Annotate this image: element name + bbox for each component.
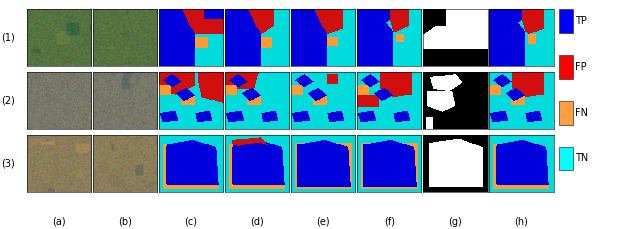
Text: TP: TP	[575, 16, 588, 26]
Text: (h): (h)	[515, 217, 529, 227]
Text: (1): (1)	[1, 33, 14, 43]
Text: (a): (a)	[52, 217, 66, 227]
Text: (b): (b)	[118, 217, 132, 227]
Text: (d): (d)	[250, 217, 264, 227]
Text: (f): (f)	[384, 217, 395, 227]
Text: (g): (g)	[449, 217, 462, 227]
Text: TN: TN	[575, 153, 589, 164]
Text: (c): (c)	[184, 217, 198, 227]
Text: (2): (2)	[1, 96, 15, 106]
Text: (3): (3)	[1, 159, 14, 169]
Text: (e): (e)	[316, 217, 330, 227]
Text: FN: FN	[575, 108, 588, 118]
Text: FP: FP	[575, 62, 587, 72]
